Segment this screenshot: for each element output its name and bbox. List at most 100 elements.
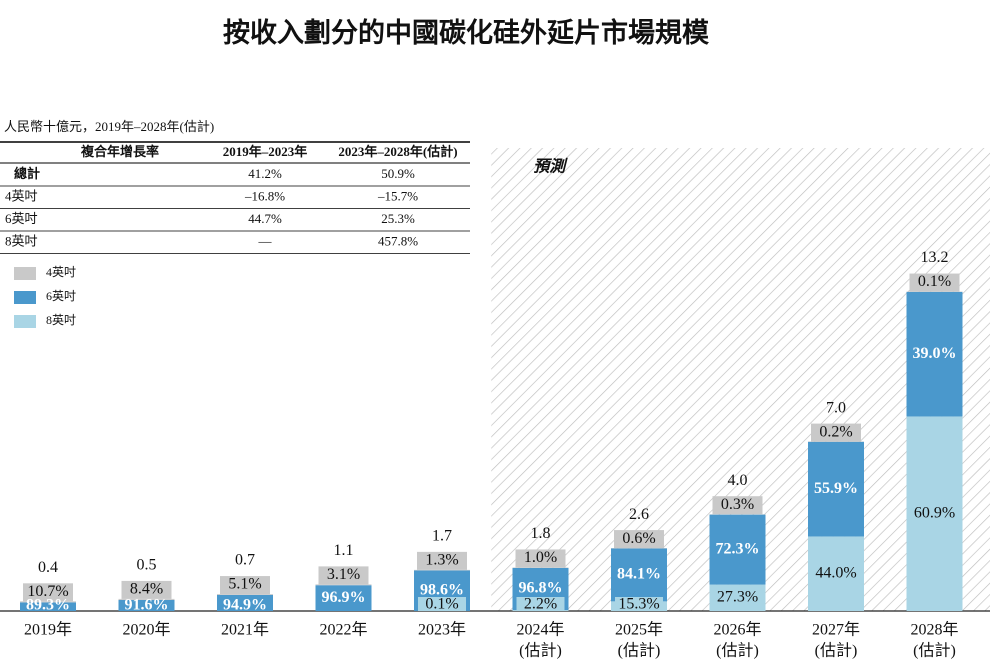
bar-segment [315, 585, 372, 611]
table-cell: 50.9% [381, 166, 415, 181]
data-label: 0.2% [819, 423, 852, 440]
table-header: 2023年–2028年(估計) [338, 144, 457, 159]
bar-segment [709, 584, 766, 611]
label-box [417, 551, 467, 570]
x-tick-label: 2025年 [615, 621, 663, 639]
data-label: 89.3% [26, 597, 70, 614]
bar-segment [217, 594, 273, 611]
total-label: 1.7 [432, 528, 452, 545]
label-box [121, 580, 172, 599]
bar-segment [611, 548, 667, 602]
bar-segment [217, 594, 273, 595]
x-tick-label: (估計) [618, 642, 661, 660]
label-box [23, 583, 73, 602]
total-label: 1.8 [531, 525, 551, 542]
bar-segment [118, 598, 175, 600]
total-label: 2.6 [629, 506, 649, 523]
data-label: 10.7% [27, 583, 68, 600]
data-label: 39.0% [913, 345, 957, 362]
label-box [811, 423, 861, 442]
forecast-label: 預測 [533, 158, 568, 176]
total-label: 0.4 [38, 559, 58, 576]
x-tick-label: (估計) [815, 642, 858, 660]
total-label: 4.0 [728, 472, 748, 489]
cagr-table: 複合年增長率 2019年–2023年 2023年–2028年(估計) 總計 41.2% 5… [0, 141, 470, 254]
data-label: 3.1% [327, 566, 360, 583]
bar-segment [118, 599, 175, 611]
data-label: 60.9% [914, 504, 955, 521]
legend-label: 8英吋 [46, 313, 76, 327]
data-label: 0.1% [425, 596, 458, 613]
data-label: 0.1% [918, 273, 951, 290]
data-label: 96.8% [519, 580, 563, 597]
x-tick-label: (估計) [913, 642, 956, 660]
label-box [614, 530, 664, 549]
bar-segment [315, 584, 372, 586]
x-tick-label: 2023年 [418, 621, 466, 639]
total-label: 13.2 [921, 249, 949, 266]
table-cell: 8英吋 [5, 233, 38, 248]
data-label: 2.2% [524, 596, 557, 613]
total-label: 0.5 [137, 557, 157, 574]
table-cell: 6英吋 [5, 211, 38, 226]
data-label: 1.3% [425, 552, 458, 569]
chart-title: 按收入劃分的中國碳化硅外延片市場規模 [223, 17, 709, 48]
bar-segment [808, 536, 864, 611]
total-label: 0.7 [235, 552, 255, 569]
legend-label: 4英吋 [46, 265, 76, 279]
total-label: 1.1 [334, 542, 354, 559]
table-cell: –15.7% [377, 188, 418, 203]
data-label: 55.9% [814, 480, 858, 497]
data-label: 44.0% [815, 564, 856, 581]
data-label: 0.6% [622, 530, 655, 547]
label-box [220, 576, 270, 595]
x-tick-label: 2020年 [122, 621, 170, 639]
label-box [615, 597, 663, 611]
label-box [418, 597, 466, 611]
bar-segment [906, 291, 963, 417]
legend-swatch [14, 267, 36, 280]
legend-swatch [14, 315, 36, 328]
table-cell: 457.8% [378, 233, 418, 248]
x-tick-label: 2028年 [910, 621, 958, 639]
x-tick-label: (估計) [519, 642, 562, 660]
bar-segment [808, 441, 864, 537]
table-cell: 41.2% [248, 166, 282, 181]
label-box [515, 549, 566, 568]
data-label: 0.3% [721, 496, 754, 513]
plot: 10.7% 0.4 89.3% 2019年 8.4% 0.5 91.6% 2020年 5.1% 0… [0, 249, 990, 660]
table-cell: 44.7% [248, 211, 282, 226]
table-cell: 4英吋 [5, 188, 38, 203]
total-label: 7.0 [826, 399, 846, 416]
bar-segment [20, 601, 76, 603]
table-header: 複合年增長率 [80, 144, 159, 159]
table-header: 2019年–2023年 [223, 144, 308, 159]
table-cell: — [258, 233, 273, 248]
unit-note: 人民幣十億元，2019年–2028年(估計) [4, 119, 214, 134]
x-tick-label: 2019年 [24, 621, 72, 639]
x-tick-label: 2022年 [319, 621, 367, 639]
data-label: 27.3% [717, 588, 758, 605]
data-label: 1.0% [524, 549, 557, 566]
data-label: 15.3% [618, 596, 659, 613]
table-cell: 25.3% [381, 211, 415, 226]
data-label: 8.4% [130, 581, 163, 598]
data-label: 84.1% [617, 566, 661, 583]
label-box [909, 273, 960, 292]
label-box [318, 566, 369, 585]
legend-label: 6英吋 [46, 289, 76, 303]
legend-swatch [14, 291, 36, 304]
bar-segment [906, 416, 963, 611]
data-label: 91.6% [125, 597, 169, 614]
bar-segment [20, 602, 76, 611]
data-label: 98.6% [420, 581, 464, 598]
data-label: 96.9% [322, 589, 366, 606]
label-box [516, 597, 565, 611]
x-tick-label: 2027年 [812, 621, 860, 639]
bar-segment [414, 569, 470, 571]
table-cell: 總計 [14, 166, 40, 181]
x-tick-label: 2026年 [713, 621, 761, 639]
data-label: 94.9% [223, 597, 267, 614]
x-tick-label: 2021年 [221, 621, 269, 639]
